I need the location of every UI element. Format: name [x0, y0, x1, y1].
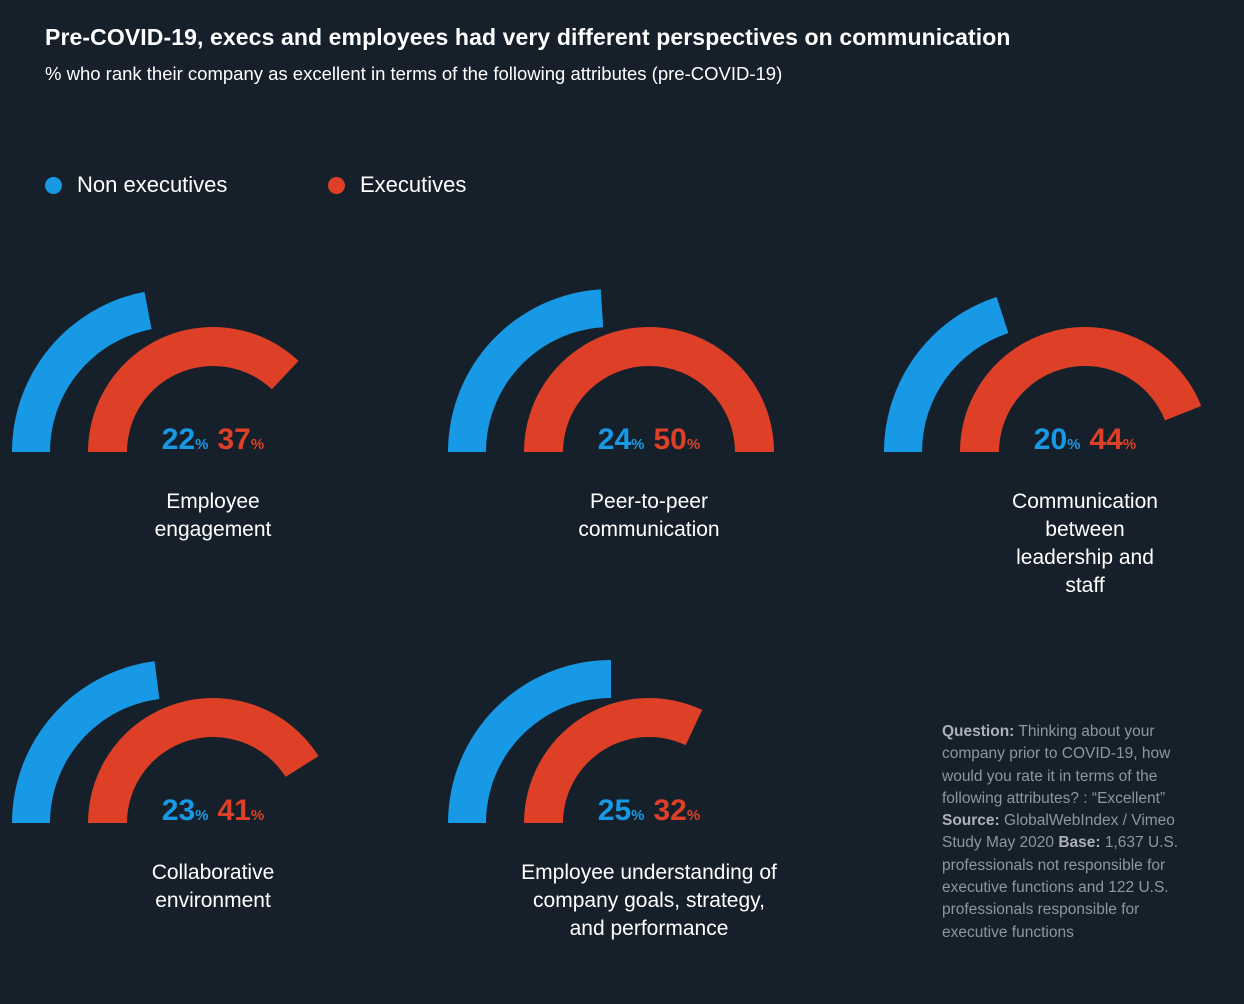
- legend: Non executives Executives: [45, 172, 645, 204]
- note-question-label: Question:: [942, 723, 1015, 740]
- note-source-label: Source:: [942, 812, 1000, 830]
- gauge-5-executives-value: 32%: [653, 794, 701, 827]
- gauge-2-non-executives-arc: [447, 289, 604, 452]
- gauge-2-executives-arc: [524, 327, 774, 452]
- gauge-1-executives-arc: [88, 326, 299, 452]
- gauge-2-non-executives-value: 24%: [597, 423, 645, 456]
- gauge-2-category-label: Peer-to-peer communication: [578, 490, 720, 541]
- legend-dot-non-executives: [45, 176, 62, 194]
- gauge-5-executives-arc: [524, 698, 703, 823]
- gauge-4-executives-value: 41%: [217, 794, 265, 827]
- gauge-3-values: 20% 44%: [1034, 425, 1136, 460]
- legend-dot-executives: [328, 176, 345, 194]
- note-question-text: Thinking about your company prior to COV…: [942, 723, 1171, 807]
- gauge-4-values: 23% 41%: [162, 796, 264, 831]
- gauge-1-executives-value: 37%: [217, 423, 265, 456]
- gauge-5-non-executives-value: 25%: [597, 794, 645, 827]
- gauge-4-non-executives-value: 23%: [161, 794, 209, 827]
- gauge-1-category-label: Employee engagement: [154, 490, 272, 541]
- gauge-4-non-executives-arc: [12, 661, 160, 823]
- legend-label-executives: Executives: [360, 172, 467, 197]
- gauge-5-values: 25% 32%: [598, 796, 700, 831]
- chart-title: Pre-COVID-19, execs and employees had ve…: [45, 24, 1011, 50]
- gauge-2-values: 24% 50%: [598, 425, 700, 460]
- note-source-text: GlobalWebIndex / Vimeo Study May 2020: [942, 812, 1175, 852]
- gauge-1-non-executives-value: 22%: [161, 423, 209, 456]
- gauge-3-non-executives-arc: [884, 296, 1009, 452]
- chart-subtitle: % who rank their company as excellent in…: [45, 63, 783, 84]
- legend-item-executives: Executives: [328, 172, 466, 198]
- gauge-3-non-executives-value: 20%: [1033, 423, 1081, 456]
- gauge-4-category-label: Collaborative environment: [151, 861, 275, 912]
- gauge-1-non-executives-arc: [12, 291, 152, 452]
- gauge-1-values: 22% 37%: [162, 425, 264, 460]
- gauge-3-category-label: Communication between leadership and sta…: [1012, 490, 1158, 597]
- footnote: Question: Thinking about your company pr…: [942, 721, 1192, 944]
- gauge-4-executives-arc: [88, 697, 319, 823]
- gauge-3-executives-arc: [960, 327, 1202, 452]
- gauge-5-category-label: Employee understanding of company goals,…: [521, 861, 777, 940]
- gauge-2-executives-value: 50%: [653, 423, 701, 456]
- gauge-3-executives-value: 44%: [1089, 423, 1137, 456]
- legend-item-non-executives: Non executives: [45, 172, 227, 198]
- note-base-label: Base:: [1058, 834, 1101, 852]
- legend-label-non-executives: Non executives: [77, 172, 228, 197]
- gauge-5-non-executives-arc: [448, 660, 611, 823]
- note-base-text: 1,637 U.S. professionals not responsible…: [942, 834, 1179, 941]
